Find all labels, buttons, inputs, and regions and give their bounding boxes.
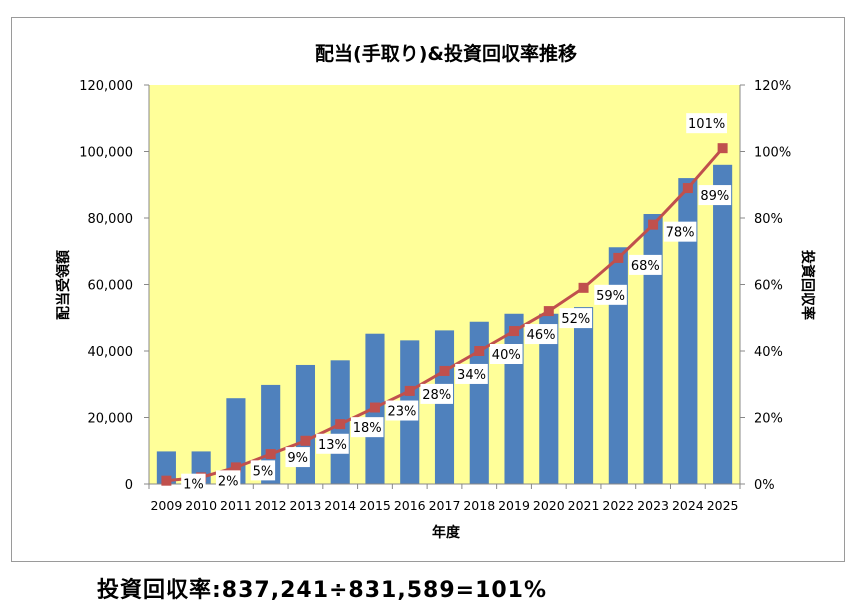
data-label-box	[489, 344, 523, 364]
x-tick-label: 2021	[568, 498, 600, 513]
bar	[713, 164, 733, 485]
data-label: 23%	[388, 405, 417, 420]
data-label: 28%	[422, 388, 451, 403]
data-label-box	[524, 324, 558, 345]
line-marker	[613, 252, 624, 263]
data-label: 1%	[183, 478, 204, 493]
data-label-box	[663, 221, 697, 242]
data-label: 34%	[457, 368, 486, 383]
data-label-box	[698, 185, 732, 206]
y2-tick-label: 80%	[754, 212, 783, 227]
y2-tick-label: 20%	[754, 412, 783, 427]
y-tick-label: 120,000	[79, 79, 133, 94]
line-marker	[265, 449, 276, 460]
line-marker	[404, 385, 415, 396]
line-marker	[717, 143, 728, 154]
data-label: 2%	[218, 474, 239, 489]
chart-title: 配当(手取り)&投資回収率推移	[315, 42, 577, 65]
y-axis-label: 配当受領額	[55, 250, 72, 320]
line-marker	[300, 435, 311, 446]
line-marker	[161, 475, 172, 486]
x-tick-label: 2017	[429, 498, 461, 513]
y2-tick-label: 0%	[754, 478, 775, 493]
y-tick-label: 100,000	[79, 146, 133, 161]
data-label-box	[629, 254, 662, 275]
chart: 配当(手取り)&投資回収率推移 0 20,000 40,000 60,000 80,00…	[55, 42, 816, 541]
y-tick-label: 80,000	[88, 212, 134, 227]
y-tick-label: 20,000	[88, 412, 134, 427]
line-marker	[369, 402, 380, 413]
data-label-box	[316, 433, 349, 454]
data-label: 78%	[666, 226, 695, 241]
line-marker	[230, 462, 241, 473]
bar	[573, 307, 594, 484]
data-label-box	[350, 417, 384, 438]
y-tick-label: 60,000	[88, 279, 134, 294]
x-tick-label: 2024	[672, 498, 704, 513]
line-marker	[439, 365, 450, 376]
data-label: 52%	[561, 312, 590, 327]
data-label: 89%	[700, 189, 729, 204]
x-tick-label: 2014	[324, 498, 356, 513]
y2-tick-label: 120%	[754, 79, 791, 94]
data-label: 9%	[287, 451, 308, 466]
bar	[643, 214, 663, 484]
y2-tick-label: 100%	[754, 146, 791, 161]
line-marker	[543, 306, 554, 317]
y-tick-label: 40,000	[88, 345, 134, 360]
bar	[469, 321, 489, 484]
line-marker	[682, 183, 693, 194]
x-tick-label: 2020	[533, 498, 565, 513]
data-label: 13%	[318, 438, 347, 453]
x-tick-label: 2019	[498, 498, 530, 513]
line-marker	[578, 282, 589, 293]
data-label-box	[215, 470, 241, 491]
data-label-box	[420, 383, 454, 404]
x-tick-label: 2013	[290, 498, 322, 513]
data-label-box	[455, 363, 488, 384]
bar	[261, 384, 281, 484]
data-label-box	[285, 447, 310, 468]
y2-tick-label: 60%	[754, 279, 783, 294]
data-label-box	[181, 473, 206, 494]
bar	[678, 178, 698, 484]
data-label-box	[385, 400, 419, 421]
data-label: 101%	[688, 117, 725, 132]
y2-axis-label: 投資回収率	[799, 250, 816, 320]
data-label: 46%	[527, 328, 556, 343]
recovery-rate-caption: 投資回収率:837,241÷831,589=101%	[97, 578, 548, 603]
x-tick-label: 2018	[463, 498, 495, 513]
x-tick-label: 2023	[637, 498, 669, 513]
line-marker	[335, 419, 346, 430]
x-axis-label: 年度	[432, 524, 461, 541]
data-label: 18%	[353, 421, 382, 436]
y-tick-label: 0	[125, 478, 133, 493]
x-tick-label: 2010	[185, 498, 217, 513]
data-label-box	[559, 308, 593, 329]
x-tick-label: 2025	[707, 498, 739, 513]
bar	[608, 247, 628, 484]
x-tick-label: 2022	[602, 498, 634, 513]
x-tick-label: 2015	[359, 498, 391, 513]
line-marker	[474, 346, 485, 356]
data-label: 40%	[492, 348, 521, 363]
x-tick-label: 2012	[255, 498, 287, 513]
x-tick-label: 2016	[394, 498, 426, 513]
data-label: 68%	[631, 259, 660, 274]
x-tick-label: 2011	[220, 498, 252, 513]
x-tick-label: 2009	[150, 498, 182, 513]
data-label-box	[250, 460, 276, 481]
bar	[504, 313, 524, 484]
y2-tick-label: 40%	[754, 345, 783, 360]
data-label: 5%	[253, 464, 274, 479]
data-label: 59%	[596, 289, 625, 304]
bar	[434, 330, 455, 484]
data-label-box	[686, 113, 728, 134]
bar	[539, 313, 559, 484]
line-marker	[648, 219, 659, 230]
data-label-box	[594, 284, 627, 305]
line-marker	[509, 326, 520, 337]
